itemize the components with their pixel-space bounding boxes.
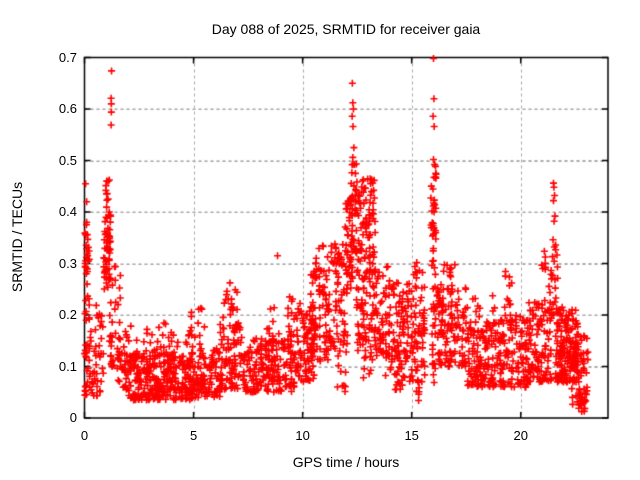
y-tick-label: 0.7 <box>58 49 77 65</box>
y-tick-label: 0 <box>69 410 77 425</box>
x-tick-label: 20 <box>513 428 528 443</box>
x-tick-label: 15 <box>404 428 419 443</box>
y-axis-label: SRMTID / TECUs <box>9 181 25 293</box>
y-tick-label: 0.5 <box>58 152 77 168</box>
x-tick-label: 0 <box>80 428 89 443</box>
x-tick-label: 10 <box>295 428 310 443</box>
y-tick-label: 0.3 <box>58 255 77 271</box>
y-tick-label: 0.2 <box>58 307 77 322</box>
y-tick-label: 0.4 <box>58 204 77 219</box>
y-tick-label: 0.1 <box>58 358 77 374</box>
x-axis-label: GPS time / hours <box>292 454 400 470</box>
y-tick-label: 0.6 <box>58 101 77 116</box>
x-tick-label: 5 <box>189 428 198 443</box>
